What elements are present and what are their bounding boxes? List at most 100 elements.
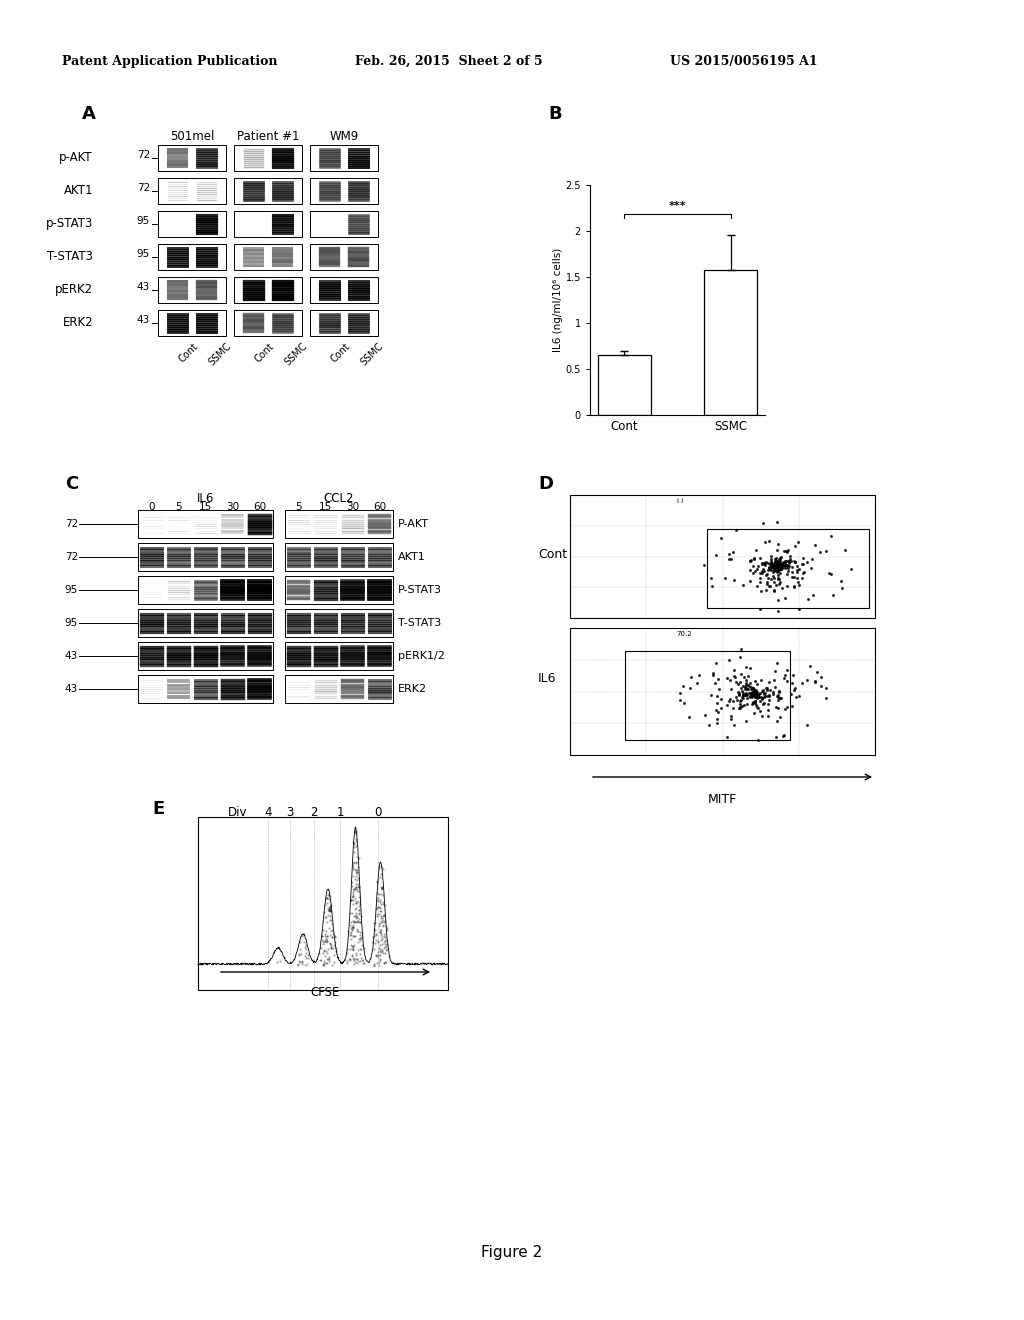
Point [761,553,777,574]
Point [761,557,777,578]
Point [350,940,367,961]
Point [374,911,390,932]
Point [324,954,340,975]
Point [327,931,343,952]
Point [721,688,737,709]
Point [741,686,758,708]
Point [769,556,785,577]
Point [730,673,746,694]
Point [343,890,359,911]
Point [746,682,763,704]
Point [770,556,786,577]
Point [759,677,775,698]
Point [372,935,388,956]
Point [322,896,338,917]
Point [318,907,335,928]
Point [374,878,390,899]
Point [760,700,776,721]
Point [373,929,389,950]
Point [349,846,366,867]
Point [754,688,770,709]
Point [350,891,367,912]
Point [740,665,757,686]
Point [770,558,786,579]
Text: Patient #1: Patient #1 [237,129,299,143]
Point [350,857,367,878]
Point [770,568,786,589]
Point [771,554,787,576]
Point [290,953,306,974]
Point [733,686,750,708]
Point [730,681,746,702]
Point [368,929,384,950]
Point [314,942,331,964]
Text: 1: 1 [336,807,344,818]
Point [750,686,766,708]
Point [348,903,365,924]
Point [768,574,784,595]
Point [347,887,364,908]
Point [366,925,382,946]
Point [738,656,755,677]
Point [351,927,368,948]
Point [773,557,790,578]
Point [769,557,785,578]
Point [318,948,335,969]
Point [735,688,752,709]
Point [300,948,316,969]
Point [764,552,780,573]
Point [767,549,783,570]
Text: 3: 3 [287,807,294,818]
Point [737,710,754,731]
Point [776,553,793,574]
Point [316,952,333,973]
Point [292,939,308,960]
Text: p-AKT: p-AKT [59,152,93,165]
Bar [234,211,302,238]
Bar [234,178,302,205]
Point [344,936,360,957]
Point [291,944,307,965]
Point [788,561,805,582]
Point [375,909,391,931]
Text: D: D [538,475,553,492]
Point [347,906,364,927]
Point [746,684,763,705]
Point [349,879,366,900]
Point [726,660,742,681]
Point [325,937,341,958]
Point [772,706,788,727]
Point [324,935,340,956]
Point [769,554,785,576]
Point [347,821,364,842]
Point [376,937,392,958]
Point [347,830,364,851]
Point [373,878,389,899]
Point [345,878,361,899]
Point [346,953,362,974]
Point [745,684,762,705]
Point [322,898,338,919]
Point [349,949,366,970]
Point [725,541,741,562]
Point [813,676,829,697]
Point [343,939,359,960]
Point [376,932,392,953]
Point [737,685,754,706]
Point [728,672,744,693]
Point [319,948,336,969]
Point [809,661,825,682]
Point [763,550,779,572]
Point [766,557,782,578]
Point [374,933,390,954]
Point [721,549,737,570]
Point [322,886,338,907]
Point [761,690,777,711]
Point [741,657,758,678]
Point [769,540,785,561]
Point [759,685,775,706]
Point [765,557,781,578]
Text: 5: 5 [295,502,302,512]
Point [345,915,361,936]
Point [345,851,361,873]
